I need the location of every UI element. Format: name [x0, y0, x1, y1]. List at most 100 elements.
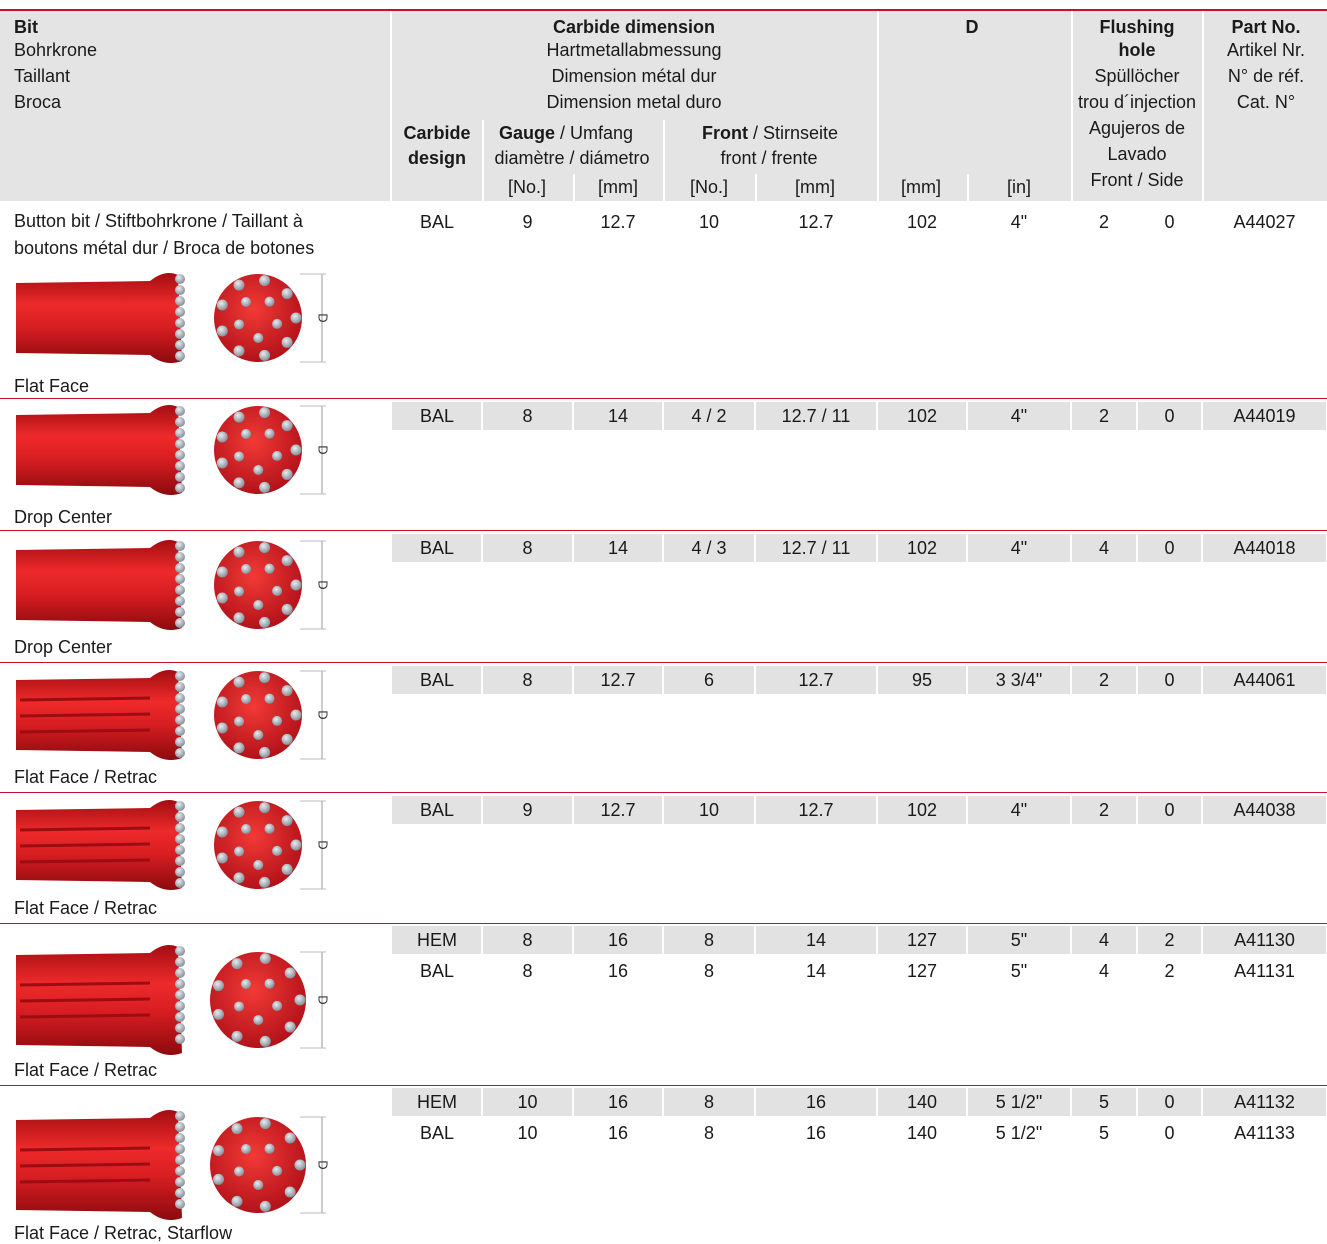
bit-button	[175, 285, 185, 295]
bit-button	[175, 704, 185, 714]
table-cell: BAL	[419, 670, 455, 690]
header-separator	[877, 11, 879, 201]
cell-background	[1203, 926, 1326, 954]
table-cell: 12.7 / 11	[781, 538, 851, 558]
table-cell: 16	[805, 1123, 827, 1143]
cell-background	[574, 402, 662, 430]
table-cell: 10	[517, 1092, 538, 1112]
bit-button	[175, 990, 185, 1000]
table-cell: 4"	[1010, 538, 1028, 558]
table-cell: 8	[703, 930, 715, 950]
cell-background	[878, 1088, 966, 1116]
bit-button	[216, 566, 228, 578]
table-cell: 14	[607, 406, 629, 426]
bit-button	[281, 863, 293, 875]
bit-button	[272, 1165, 283, 1176]
bit-button	[213, 1145, 225, 1157]
table-cell: 12.7	[798, 212, 834, 232]
bit-image: D	[16, 540, 331, 630]
bit-button	[175, 834, 185, 844]
table-cell: 2	[1098, 800, 1110, 820]
bit-button	[175, 439, 185, 449]
table-cell: 4 / 2	[691, 406, 727, 426]
bit-button	[175, 351, 185, 361]
table-cell: 16	[607, 961, 629, 981]
table-cell: BAL	[419, 406, 455, 426]
header-separator	[967, 174, 969, 201]
subheader-line: front / frente	[720, 148, 818, 168]
bit-groove	[19, 826, 151, 832]
bit-body	[16, 540, 182, 630]
table-cell: 2	[1164, 961, 1175, 981]
table-cell: 0	[1164, 406, 1175, 426]
bit-groove	[19, 1146, 151, 1152]
table-cell: 16	[805, 1092, 827, 1112]
header-separator	[573, 174, 575, 201]
bit-button	[175, 715, 185, 725]
bit-image: D	[16, 405, 331, 495]
cell-background	[968, 534, 1070, 562]
bit-face	[214, 406, 302, 494]
bit-button	[175, 596, 185, 606]
table-cell: BAL	[419, 538, 455, 558]
table-cell: 8	[522, 406, 533, 426]
bit-image: D	[16, 800, 331, 890]
table-cell: BAL	[419, 212, 455, 232]
cell-background	[574, 926, 662, 954]
bit-button	[241, 1143, 252, 1154]
cell-background	[756, 926, 876, 954]
subheader: design	[407, 148, 467, 168]
bit-button	[175, 472, 185, 482]
bit-button	[233, 806, 245, 818]
cell-background	[664, 796, 754, 824]
table-cell: 12.7 / 11	[781, 406, 851, 426]
cell-background	[574, 796, 662, 824]
table-cell: 8	[703, 961, 715, 981]
table-cell: A41132	[1234, 1092, 1295, 1112]
bit-button	[175, 1111, 185, 1121]
cell-background	[1072, 1088, 1136, 1116]
cell-background	[756, 1088, 876, 1116]
bit-button	[175, 274, 185, 284]
cell-background	[1072, 534, 1136, 562]
table-cell: 4	[1098, 538, 1110, 558]
bit-button	[272, 715, 283, 726]
cell-background	[1138, 666, 1201, 694]
bit-groove	[19, 1162, 151, 1168]
header-line: Taillant	[14, 66, 71, 86]
cell-background	[968, 666, 1070, 694]
cell-background	[968, 402, 1070, 430]
dimension-label: D	[316, 580, 331, 589]
table-cell: 102	[906, 406, 938, 426]
bit-caption: Drop Center	[14, 637, 113, 657]
header-separator	[1071, 11, 1073, 201]
cell-background	[1072, 402, 1136, 430]
cell-background	[878, 534, 966, 562]
bit-button	[233, 676, 245, 688]
bit-button	[259, 1035, 271, 1047]
cell-background	[664, 402, 754, 430]
bit-button	[284, 1132, 296, 1144]
bit-button	[294, 994, 306, 1006]
subheader-bold: Front	[701, 123, 748, 143]
cell-background	[664, 1088, 754, 1116]
bit-button	[175, 406, 185, 416]
bit-button	[233, 872, 245, 884]
bit-button	[281, 420, 293, 432]
bit-button	[233, 477, 245, 489]
bit-face	[210, 952, 306, 1048]
dimension-label: D	[316, 313, 331, 322]
table-cell: 102	[906, 800, 938, 820]
header-separator	[663, 120, 665, 201]
table-cell: 12.7	[798, 800, 834, 820]
header-title: hole	[1118, 40, 1156, 60]
bit-button	[241, 563, 252, 574]
table-cell: 4"	[1010, 212, 1028, 232]
bit-groove	[19, 858, 151, 864]
cell-background	[483, 1088, 572, 1116]
bit-button	[175, 1144, 185, 1154]
table-cell: 102	[906, 212, 938, 232]
table-cell: 140	[906, 1092, 938, 1112]
table-cell: 9	[522, 800, 533, 820]
bit-button	[216, 431, 228, 443]
